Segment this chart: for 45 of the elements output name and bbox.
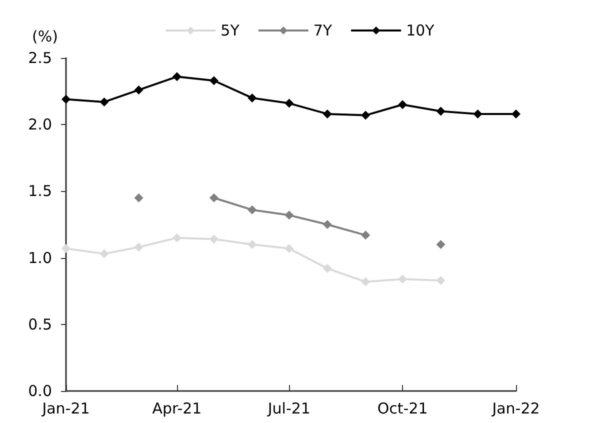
- point: [62, 244, 70, 253]
- point: [284, 98, 294, 108]
- legend-label: 5Y: [220, 22, 240, 40]
- x-tick-label: Oct-21: [377, 400, 428, 418]
- point: [322, 264, 332, 273]
- legend-label: 7Y: [313, 22, 333, 40]
- point: [436, 106, 446, 116]
- point: [361, 110, 370, 120]
- point: [436, 276, 446, 285]
- point: [512, 109, 520, 118]
- y-tick-label: 1.5: [28, 182, 52, 200]
- y-tick-label: 2.0: [28, 116, 52, 134]
- point: [62, 94, 70, 104]
- point: [398, 100, 408, 110]
- point: [134, 193, 144, 202]
- point: [172, 72, 182, 82]
- point: [248, 240, 257, 249]
- y-tick-label: 1.0: [28, 248, 52, 267]
- point: [134, 85, 144, 94]
- x-tick-label: Apr-21: [152, 400, 202, 418]
- point: [284, 210, 294, 220]
- y-tick-label: 2.5: [28, 49, 52, 67]
- point: [322, 220, 332, 229]
- point: [322, 109, 332, 118]
- point: [134, 242, 144, 252]
- y-axis-title: (%): [32, 28, 58, 46]
- y-tick-label: 0.0: [28, 382, 52, 400]
- point: [473, 109, 482, 118]
- point: [436, 240, 446, 249]
- y-tick-label: 0.5: [28, 315, 52, 334]
- point: [398, 274, 408, 284]
- x-tick-label: Jan-21: [41, 400, 90, 418]
- x-tick-label: Jan-22: [491, 400, 540, 418]
- point: [248, 93, 257, 102]
- x-tick-label: Jul-21: [266, 400, 310, 418]
- point: [284, 244, 294, 253]
- point: [172, 233, 182, 242]
- point: [100, 249, 109, 258]
- point: [209, 76, 218, 86]
- point: [100, 97, 109, 106]
- legend-label: 10Y: [406, 22, 436, 40]
- point: [361, 277, 370, 286]
- point: [209, 193, 218, 202]
- point: [361, 230, 370, 240]
- point: [248, 205, 257, 214]
